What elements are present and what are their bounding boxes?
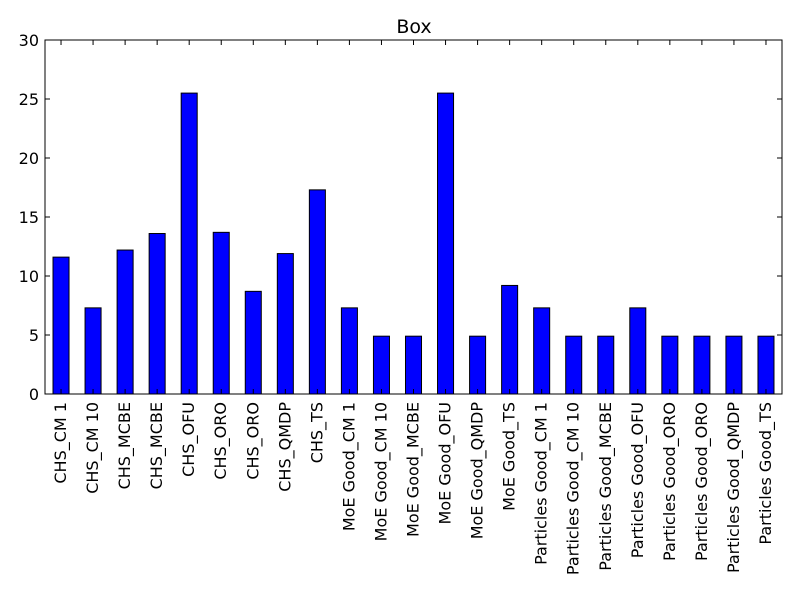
- x-tick-label: Particles Good_ORO: [692, 402, 712, 561]
- x-tick-label: Particles Good_OFU: [628, 402, 648, 558]
- bar: [276, 253, 294, 395]
- x-tick-label: MoE Good_CM 10: [371, 402, 391, 541]
- bar: [180, 92, 198, 395]
- bar: [116, 249, 134, 395]
- x-tick-label: CHS_QMDP: [275, 402, 295, 492]
- bar: [501, 284, 519, 395]
- bar: [148, 233, 166, 395]
- chart-title: Box: [396, 16, 431, 38]
- x-tick-label: CHS_ORO: [211, 402, 231, 480]
- x-tick-label: MoE Good_CM 1: [339, 402, 359, 531]
- y-tick-label: 0: [29, 385, 39, 404]
- x-tick-label: Particles Good_ORO: [660, 402, 680, 561]
- bar: [437, 92, 455, 395]
- bar: [212, 231, 230, 395]
- bar: [661, 335, 679, 395]
- x-tick-label: CHS_CM 10: [83, 402, 103, 494]
- x-tick-label: Particles Good_TS: [756, 402, 776, 545]
- x-tick-label: CHS_CM 1: [51, 402, 71, 484]
- bar: [52, 256, 70, 395]
- bar: [533, 307, 551, 395]
- y-tick-label: 30: [19, 31, 39, 50]
- x-tick-label: CHS_MCBE: [147, 402, 167, 489]
- bar: [693, 335, 711, 395]
- bar: [308, 189, 326, 395]
- y-tick-label: 20: [19, 149, 39, 168]
- x-tick-label: CHS_OFU: [179, 402, 199, 477]
- x-tick-label: CHS_MCBE: [115, 402, 135, 489]
- x-tick-label: Particles Good_MCBE: [596, 402, 616, 571]
- y-tick-label: 10: [19, 267, 39, 286]
- bar: [725, 335, 743, 395]
- x-tick-label: CHS_TS: [307, 402, 327, 463]
- bar: [597, 335, 615, 395]
- x-tick-label: MoE Good_QMDP: [468, 402, 488, 540]
- x-tick-label: Particles Good_CM 1: [532, 402, 552, 565]
- bar: [404, 335, 423, 395]
- x-tick-label: MoE Good_MCBE: [404, 402, 424, 537]
- x-tick-label: MoE Good_TS: [500, 402, 520, 511]
- y-axis: 0 5 10 15 20 25 30: [19, 31, 782, 404]
- bar: [340, 307, 358, 395]
- bar: [629, 307, 647, 395]
- bar: [757, 335, 775, 395]
- x-axis: CHS_CM 1 CHS_CM 10 CHS_MCBE CHS_MCBE CHS_OFU…: [51, 40, 776, 575]
- bar: [372, 335, 390, 395]
- bar: [84, 307, 102, 395]
- plot-frame: [44, 39, 783, 395]
- bar: [469, 335, 487, 395]
- bar: [244, 290, 262, 395]
- y-tick-label: 5: [29, 326, 39, 345]
- x-tick-label: Particles Good_QMDP: [724, 402, 744, 573]
- x-tick-label: MoE Good_OFU: [436, 402, 456, 524]
- x-tick-label: CHS_ORO: [243, 402, 263, 480]
- bars-group: [52, 92, 775, 395]
- y-tick-label: 15: [19, 208, 39, 227]
- bar: [565, 335, 583, 395]
- y-tick-label: 25: [19, 90, 39, 109]
- x-tick-label: Particles Good_CM 10: [564, 402, 584, 575]
